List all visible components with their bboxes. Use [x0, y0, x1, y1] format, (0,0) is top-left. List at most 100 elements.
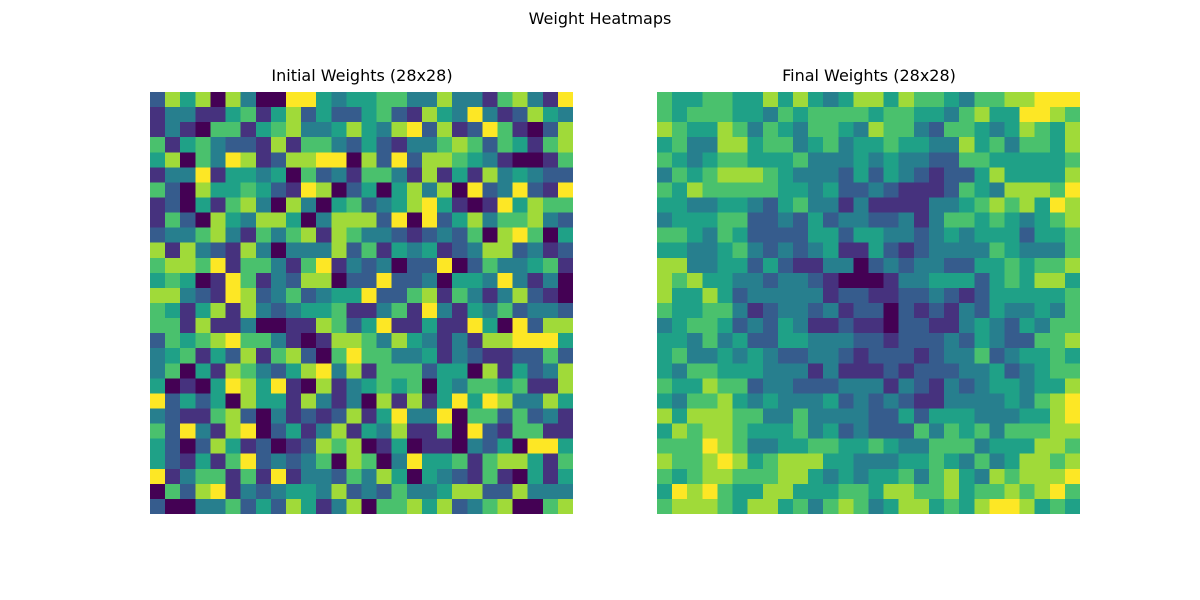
heatmap-cell: [883, 212, 900, 228]
heatmap-cell: [898, 318, 915, 334]
heatmap-cell: [285, 122, 302, 138]
heatmap-cell: [823, 438, 839, 455]
heatmap-cell: [959, 287, 975, 304]
heatmap-cell: [270, 272, 287, 289]
heatmap-cell: [527, 393, 544, 409]
heatmap-cell: [285, 257, 302, 274]
heatmap-cell: [316, 272, 332, 289]
heatmap-cell: [210, 167, 226, 183]
heatmap-cell: [482, 197, 498, 213]
heatmap-cell: [928, 272, 945, 289]
heatmap-cell: [527, 227, 544, 244]
heatmap-cell: [437, 122, 453, 138]
heatmap-cell: [391, 152, 408, 168]
heatmap-cell: [406, 378, 423, 394]
heatmap-cell: [717, 423, 733, 439]
heatmap-cell: [898, 408, 915, 424]
heatmap-cell: [285, 107, 302, 123]
heatmap-cell: [255, 348, 272, 364]
heatmap-cell: [542, 167, 559, 183]
heatmap-cell: [913, 348, 930, 364]
heatmap-cell: [165, 92, 181, 108]
heatmap-cell: [883, 107, 900, 123]
heatmap-cell: [898, 468, 915, 485]
heatmap-cell: [989, 363, 1005, 379]
heatmap-cell: [437, 348, 453, 364]
heatmap-cell: [421, 257, 438, 274]
heatmap-cell: [868, 408, 884, 424]
heatmap-cell: [702, 393, 718, 409]
heatmap-cell: [853, 453, 869, 470]
heatmap-cell: [883, 348, 900, 364]
heatmap-cell: [1049, 423, 1066, 439]
heatmap-cell: [195, 152, 211, 168]
heatmap-cell: [497, 242, 513, 259]
heatmap-cell: [421, 453, 438, 470]
heatmap-cell: [180, 137, 196, 153]
heatmap-cell: [150, 212, 166, 228]
heatmap-cell: [1019, 182, 1035, 198]
heatmap-cell: [717, 468, 733, 485]
heatmap-cell: [868, 287, 884, 304]
heatmap-cell: [792, 423, 809, 439]
heatmap-cell: [944, 107, 960, 123]
heatmap-cell: [497, 363, 513, 379]
heatmap-cell: [225, 212, 241, 228]
heatmap-cell: [1064, 423, 1080, 439]
heatmap-cell: [361, 423, 377, 439]
heatmap-cell: [301, 303, 317, 319]
heatmap-cell: [391, 227, 408, 244]
heatmap-cell: [747, 318, 764, 334]
heatmap-cell: [732, 212, 748, 228]
heatmap-cell: [406, 483, 423, 500]
heatmap-cell: [717, 483, 733, 500]
heatmap-cell: [180, 498, 196, 514]
heatmap-cell: [747, 408, 764, 424]
heatmap-cell: [1064, 167, 1080, 183]
heatmap-cell: [672, 423, 688, 439]
heatmap-cell: [180, 378, 196, 394]
heatmap-cell: [959, 182, 975, 198]
heatmap-cell: [974, 272, 990, 289]
heatmap-cell: [928, 242, 945, 259]
heatmap-cell: [542, 92, 559, 108]
heatmap-cell: [1019, 468, 1035, 485]
heatmap-cell: [482, 303, 498, 319]
heatmap-cell: [255, 363, 272, 379]
heatmap-cell: [989, 483, 1005, 500]
heatmap-cell: [316, 242, 332, 259]
heatmap-cell: [195, 378, 211, 394]
heatmap-cell: [808, 498, 824, 514]
heatmap-cell: [497, 348, 513, 364]
heatmap-cell: [762, 242, 779, 259]
heatmap-cell: [777, 438, 794, 455]
heatmap-cell: [989, 378, 1005, 394]
heatmap-cell: [557, 257, 573, 274]
heatmap-cell: [913, 152, 930, 168]
heatmap-cell: [467, 92, 483, 108]
heatmap-cell: [542, 272, 559, 289]
heatmap-cell: [687, 257, 703, 274]
heatmap-cell: [672, 333, 688, 349]
heatmap-cell: [928, 423, 945, 439]
heatmap-cell: [657, 182, 673, 198]
heatmap-cell: [823, 378, 839, 394]
heatmap-cell: [421, 212, 438, 228]
heatmap-cell: [452, 107, 468, 123]
heatmap-cell: [255, 272, 272, 289]
heatmap-cell: [270, 408, 287, 424]
heatmap-cell: [195, 468, 211, 485]
heatmap-cell: [717, 378, 733, 394]
heatmap-cell: [452, 378, 468, 394]
heatmap-cell: [452, 423, 468, 439]
heatmap-cell: [210, 227, 226, 244]
heatmap-cell: [165, 212, 181, 228]
heatmap-cell: [792, 287, 809, 304]
final-weights-heatmap: [657, 92, 1080, 514]
heatmap-cell: [974, 242, 990, 259]
heatmap-cell: [527, 182, 544, 198]
heatmap-cell: [285, 348, 302, 364]
heatmap-cell: [165, 122, 181, 138]
heatmap-cell: [672, 318, 688, 334]
heatmap-cell: [346, 107, 362, 123]
